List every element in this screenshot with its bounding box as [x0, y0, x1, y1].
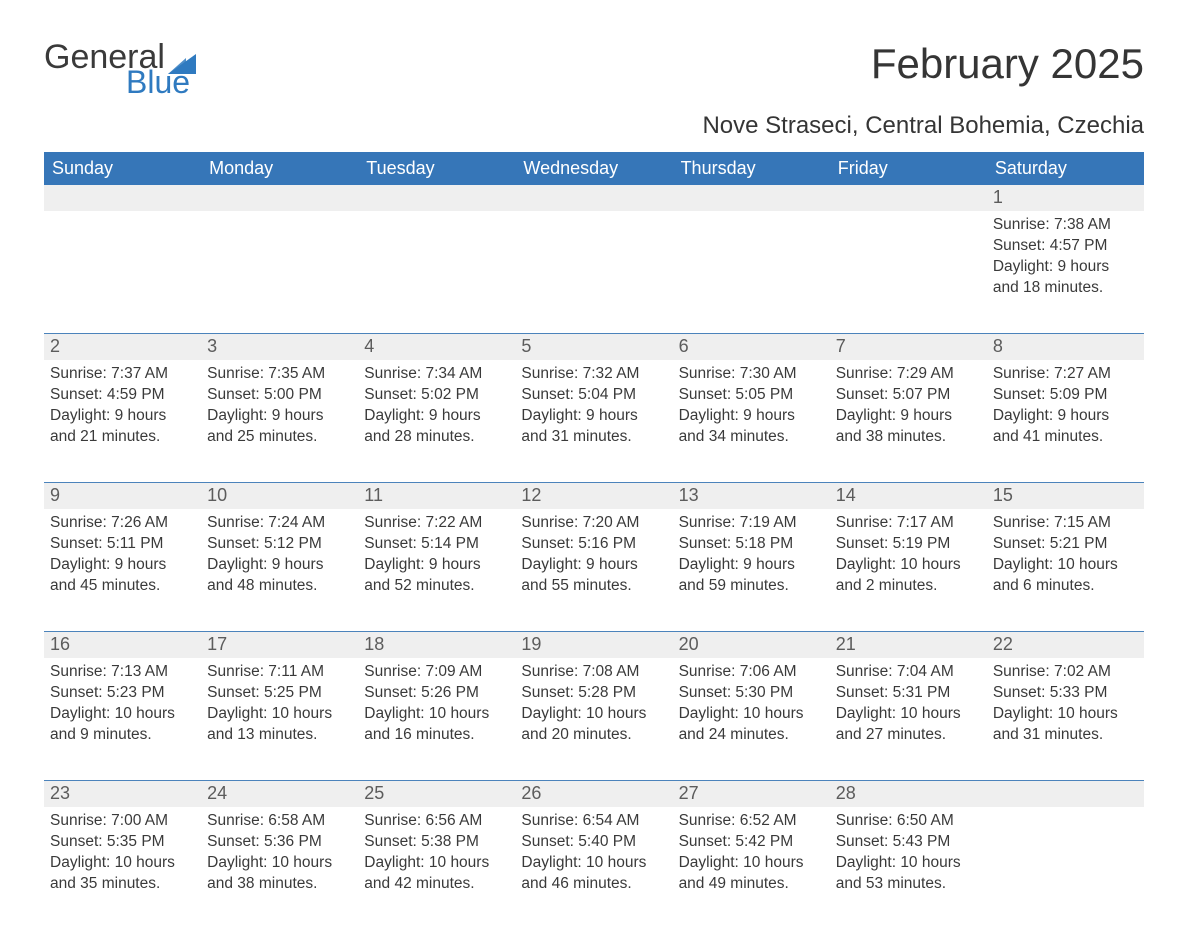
day-number: 27: [673, 781, 830, 807]
day-header: Tuesday: [358, 152, 515, 185]
day-detail: Sunrise: 7:27 AMSunset: 5:09 PMDaylight:…: [987, 360, 1144, 483]
day-number: 5: [515, 334, 672, 360]
day-detail: Sunrise: 7:35 AMSunset: 5:00 PMDaylight:…: [201, 360, 358, 483]
day-number: 21: [830, 632, 987, 658]
day-number: 2: [44, 334, 201, 360]
logo-word2: Blue: [126, 66, 190, 98]
day-header-row: Sunday Monday Tuesday Wednesday Thursday…: [44, 152, 1144, 185]
day-detail: Sunrise: 7:22 AMSunset: 5:14 PMDaylight:…: [358, 509, 515, 632]
day-detail: Sunrise: 6:50 AMSunset: 5:43 PMDaylight:…: [830, 807, 987, 905]
day-number-row: 232425262728: [44, 781, 1144, 807]
day-detail: Sunrise: 7:15 AMSunset: 5:21 PMDaylight:…: [987, 509, 1144, 632]
location-subtitle: Nove Straseci, Central Bohemia, Czechia: [44, 112, 1144, 140]
day-detail: Sunrise: 7:32 AMSunset: 5:04 PMDaylight:…: [515, 360, 672, 483]
day-detail: [201, 211, 358, 334]
day-number: [515, 185, 672, 211]
day-number: [987, 781, 1144, 807]
day-detail: Sunrise: 7:04 AMSunset: 5:31 PMDaylight:…: [830, 658, 987, 781]
day-number: 25: [358, 781, 515, 807]
day-number: 7: [830, 334, 987, 360]
day-detail: Sunrise: 7:37 AMSunset: 4:59 PMDaylight:…: [44, 360, 201, 483]
day-detail: [515, 211, 672, 334]
day-header: Saturday: [987, 152, 1144, 185]
page-title: February 2025: [871, 40, 1144, 88]
day-detail-row: Sunrise: 7:26 AMSunset: 5:11 PMDaylight:…: [44, 509, 1144, 632]
day-number: 3: [201, 334, 358, 360]
day-number: 17: [201, 632, 358, 658]
day-number: [44, 185, 201, 211]
day-number: 18: [358, 632, 515, 658]
day-detail: Sunrise: 7:19 AMSunset: 5:18 PMDaylight:…: [673, 509, 830, 632]
day-detail: Sunrise: 7:06 AMSunset: 5:30 PMDaylight:…: [673, 658, 830, 781]
day-number: 8: [987, 334, 1144, 360]
day-detail: Sunrise: 7:34 AMSunset: 5:02 PMDaylight:…: [358, 360, 515, 483]
day-number: 6: [673, 334, 830, 360]
day-detail: Sunrise: 6:58 AMSunset: 5:36 PMDaylight:…: [201, 807, 358, 905]
day-header: Wednesday: [515, 152, 672, 185]
logo: General Blue: [44, 40, 196, 98]
day-detail: Sunrise: 7:13 AMSunset: 5:23 PMDaylight:…: [44, 658, 201, 781]
day-detail: Sunrise: 6:56 AMSunset: 5:38 PMDaylight:…: [358, 807, 515, 905]
day-number: 26: [515, 781, 672, 807]
day-number-row: 16171819202122: [44, 632, 1144, 658]
day-number: [830, 185, 987, 211]
day-detail: Sunrise: 6:54 AMSunset: 5:40 PMDaylight:…: [515, 807, 672, 905]
calendar-table: Sunday Monday Tuesday Wednesday Thursday…: [44, 152, 1144, 905]
day-number: 1: [987, 185, 1144, 211]
day-header: Thursday: [673, 152, 830, 185]
day-detail: Sunrise: 7:09 AMSunset: 5:26 PMDaylight:…: [358, 658, 515, 781]
header: General Blue February 2025: [44, 40, 1144, 98]
day-header: Friday: [830, 152, 987, 185]
day-number: 14: [830, 483, 987, 509]
day-detail: Sunrise: 7:00 AMSunset: 5:35 PMDaylight:…: [44, 807, 201, 905]
day-number-row: 1: [44, 185, 1144, 211]
day-number: [358, 185, 515, 211]
day-detail: Sunrise: 7:24 AMSunset: 5:12 PMDaylight:…: [201, 509, 358, 632]
day-number: 19: [515, 632, 672, 658]
day-header: Monday: [201, 152, 358, 185]
day-detail: Sunrise: 7:02 AMSunset: 5:33 PMDaylight:…: [987, 658, 1144, 781]
day-number: [201, 185, 358, 211]
day-number: 28: [830, 781, 987, 807]
day-detail: [673, 211, 830, 334]
day-detail: [830, 211, 987, 334]
day-detail-row: Sunrise: 7:00 AMSunset: 5:35 PMDaylight:…: [44, 807, 1144, 905]
day-number: 11: [358, 483, 515, 509]
day-detail: Sunrise: 7:08 AMSunset: 5:28 PMDaylight:…: [515, 658, 672, 781]
day-number: 23: [44, 781, 201, 807]
day-detail: [987, 807, 1144, 905]
day-number: 13: [673, 483, 830, 509]
day-number: 10: [201, 483, 358, 509]
day-detail: [358, 211, 515, 334]
day-detail-row: Sunrise: 7:37 AMSunset: 4:59 PMDaylight:…: [44, 360, 1144, 483]
day-number: 4: [358, 334, 515, 360]
day-detail: Sunrise: 6:52 AMSunset: 5:42 PMDaylight:…: [673, 807, 830, 905]
day-detail: Sunrise: 7:20 AMSunset: 5:16 PMDaylight:…: [515, 509, 672, 632]
day-detail-row: Sunrise: 7:13 AMSunset: 5:23 PMDaylight:…: [44, 658, 1144, 781]
day-detail: Sunrise: 7:17 AMSunset: 5:19 PMDaylight:…: [830, 509, 987, 632]
day-number: 16: [44, 632, 201, 658]
day-number-row: 2345678: [44, 334, 1144, 360]
day-detail-row: Sunrise: 7:38 AMSunset: 4:57 PMDaylight:…: [44, 211, 1144, 334]
day-detail: Sunrise: 7:38 AMSunset: 4:57 PMDaylight:…: [987, 211, 1144, 334]
day-detail: Sunrise: 7:11 AMSunset: 5:25 PMDaylight:…: [201, 658, 358, 781]
day-detail: Sunrise: 7:30 AMSunset: 5:05 PMDaylight:…: [673, 360, 830, 483]
day-number: [673, 185, 830, 211]
day-number: 12: [515, 483, 672, 509]
day-header: Sunday: [44, 152, 201, 185]
day-number: 22: [987, 632, 1144, 658]
day-detail: Sunrise: 7:26 AMSunset: 5:11 PMDaylight:…: [44, 509, 201, 632]
day-number: 20: [673, 632, 830, 658]
day-number: 24: [201, 781, 358, 807]
day-number-row: 9101112131415: [44, 483, 1144, 509]
day-number: 15: [987, 483, 1144, 509]
day-number: 9: [44, 483, 201, 509]
day-detail: [44, 211, 201, 334]
day-detail: Sunrise: 7:29 AMSunset: 5:07 PMDaylight:…: [830, 360, 987, 483]
